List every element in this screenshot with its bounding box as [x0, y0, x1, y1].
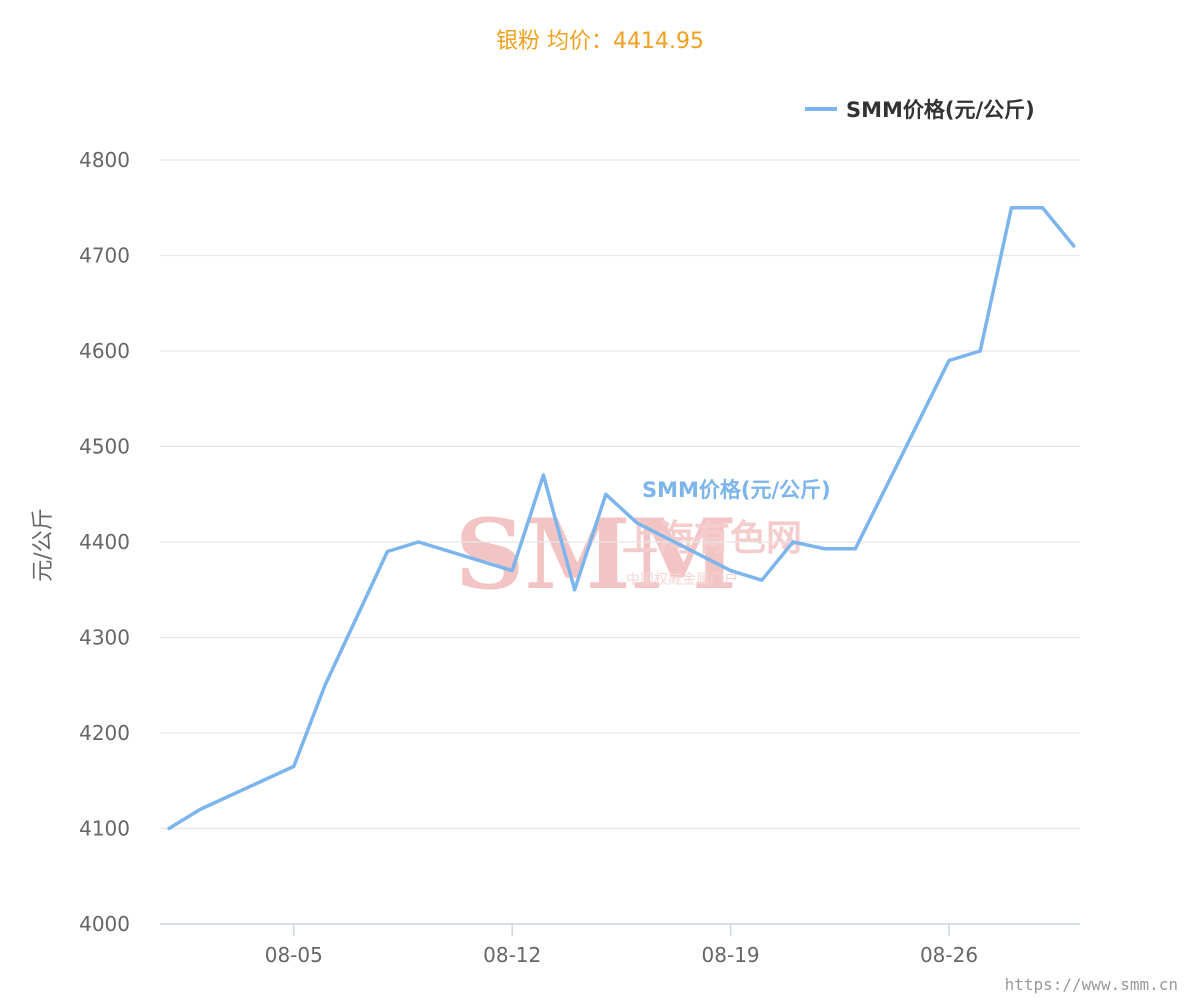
- watermark: SMM 上海有色网 中国权威金属门户: [455, 498, 802, 611]
- legend[interactable]: SMM价格(元/公斤): [805, 98, 1035, 122]
- series-layer: [167, 206, 1076, 831]
- y-tick-label: 4300: [79, 626, 130, 650]
- watermark-name: 上海有色网: [622, 518, 802, 559]
- chart-title-prefix: 银粉 均价：: [496, 29, 613, 54]
- legend-label[interactable]: SMM价格(元/公斤): [846, 98, 1035, 122]
- y-tick-label: 4400: [79, 530, 130, 554]
- x-tick-label: 08-19: [702, 943, 760, 967]
- x-tick-label: 08-26: [920, 943, 978, 967]
- y-tick-label: 4600: [79, 339, 130, 363]
- chart-title-value: 4414.95: [613, 29, 704, 54]
- y-tick-label: 4500: [79, 435, 130, 459]
- x-tick-label: 08-12: [483, 943, 541, 967]
- y-tick-label: 4200: [79, 721, 130, 745]
- watermark-tagline: 中国权威金属门户: [626, 571, 738, 588]
- gridlines: [160, 159, 1080, 925]
- x-axis: 08-05 08-12 08-19 08-26: [265, 924, 978, 967]
- y-tick-label: 4100: [79, 817, 130, 841]
- y-tick-label: 4800: [79, 148, 130, 172]
- y-tick-label: 4000: [79, 912, 130, 936]
- x-tick-label: 08-05: [265, 943, 323, 967]
- source-url[interactable]: https://www.smm.cn: [1005, 975, 1178, 994]
- chart-title: 银粉 均价：4414.95: [496, 29, 704, 54]
- series-annotation: SMM价格(元/公斤): [642, 478, 831, 502]
- y-axis-label: 元/公斤: [31, 508, 56, 581]
- watermark-logo: SMM: [455, 498, 737, 611]
- y-axis-ticks: 4000 4100 4200 4300 4400 4500 4600 4700 4800: [79, 148, 130, 936]
- y-tick-label: 4700: [79, 244, 130, 268]
- series-line: [167, 206, 1076, 831]
